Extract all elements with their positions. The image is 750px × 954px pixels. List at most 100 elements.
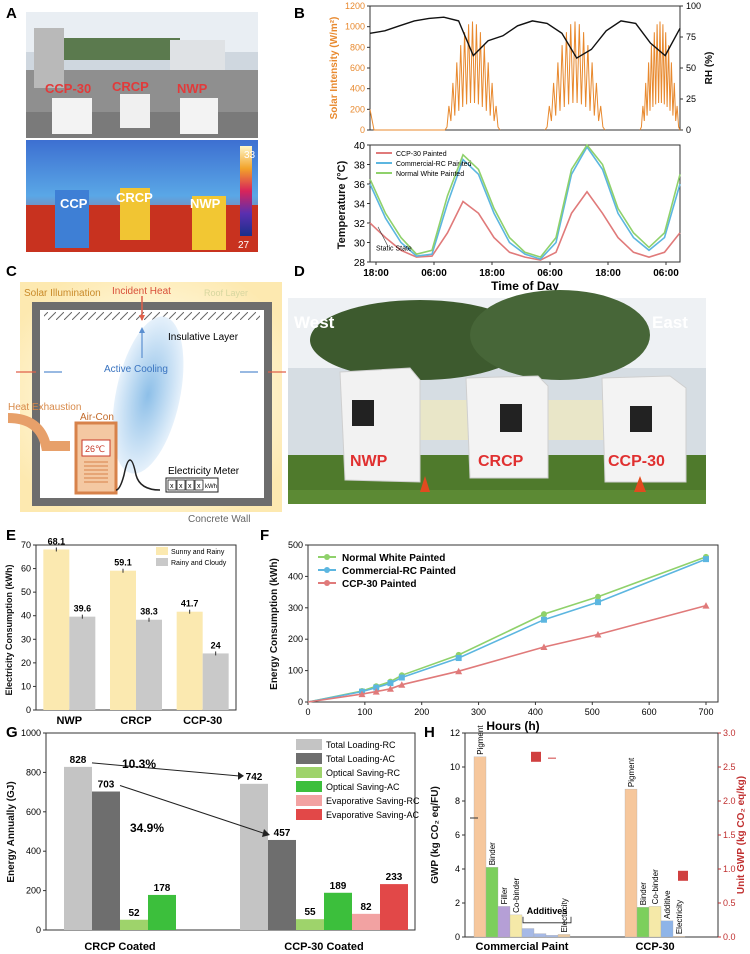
h-y2tick-label: 1.0	[723, 864, 736, 874]
b-top-ytick-label: 600	[350, 63, 365, 73]
h-bar-label: Co-binder	[651, 869, 660, 904]
panel-a-thermal: CCP CRCP NWP 33 27	[26, 140, 258, 252]
g-data-label: 828	[70, 755, 87, 766]
thermal-label-crcp: CRCP	[116, 190, 153, 205]
e-bar	[176, 611, 203, 710]
g-ytick-label: 600	[26, 807, 41, 817]
h-bar	[509, 914, 523, 938]
h-ytick-label: 4	[455, 864, 460, 874]
e-data-label: 24	[211, 640, 221, 650]
e-bar	[43, 549, 70, 710]
f-frame	[307, 544, 719, 703]
g-annotation-ac: 34.9%	[130, 821, 164, 835]
g-data-label: 52	[128, 908, 140, 919]
b-top-ytick-label: 800	[350, 42, 365, 52]
b-xlabel: Time of Day	[491, 279, 559, 293]
e-ytick-label: 0	[26, 705, 31, 715]
g-data-label: 82	[360, 902, 372, 913]
label-east: East	[652, 313, 688, 332]
meter-digit-4: x	[197, 483, 201, 490]
g-legend-swatch-2	[296, 767, 322, 778]
h-additives-label: Additives	[527, 906, 568, 916]
b-bottom-xtick-label: 18:00	[479, 268, 505, 279]
b-bottom-ytick-label: 34	[354, 200, 366, 211]
g-annotation-rc: 10.3%	[122, 757, 156, 771]
h-bar	[485, 867, 499, 938]
b-top-y2label: RH (%)	[704, 52, 715, 85]
b-bottom-xtick-label: 06:00	[653, 268, 679, 279]
g-legend-label-1: Total Loading-AC	[326, 754, 396, 764]
h-y2tick-label: 3.0	[723, 728, 736, 738]
f-xtick-label: 300	[471, 707, 486, 717]
b-bottom-ytick-label: 32	[354, 219, 366, 230]
g-legend-swatch-4	[296, 795, 322, 806]
e-ytick-label: 30	[21, 634, 31, 644]
label-west: West	[294, 313, 335, 332]
hut-label-crcp: CRCP	[478, 453, 524, 470]
g-bar	[352, 913, 380, 930]
meter-unit: kWh	[205, 484, 217, 490]
f-xtick-label: 600	[642, 707, 657, 717]
panel-letter-e: E	[6, 527, 16, 544]
label-insulative-layer: Insulative Layer	[168, 332, 239, 343]
panel-letter-f: F	[260, 527, 269, 544]
e-bar	[136, 619, 162, 710]
f-point	[703, 556, 709, 563]
label-heat-exhaustion: Heat Exhaustion	[8, 402, 81, 413]
h-bar	[521, 928, 535, 938]
e-ytick-label: 60	[21, 564, 31, 574]
h-y2tick-label: 0.5	[723, 898, 736, 908]
panel-c-diagram: x x x x kWh Solar Illumination Incident …	[7, 282, 286, 525]
f-xtick-label: 500	[585, 707, 600, 717]
g-ylabel: Energy Annually (GJ)	[6, 781, 17, 882]
g-legend-label-5: Evaporative Saving-AC	[326, 810, 420, 820]
b-top-ytick-label: 1000	[345, 22, 365, 32]
g-bar	[380, 884, 408, 930]
h-additives-bracket	[522, 916, 572, 924]
e-bar	[202, 653, 229, 710]
b-bottom-ylabel: Temperature (°C)	[336, 160, 348, 249]
e-legend-label-0: Sunny and Rainy	[171, 549, 225, 556]
h-ytick-label: 8	[455, 796, 460, 806]
f-xtick-label: 200	[414, 707, 429, 717]
b-solar-day2	[544, 21, 606, 131]
g-arrow-ac	[119, 785, 267, 835]
e-legend-swatch-0	[156, 547, 168, 555]
e-data-label: 68.1	[48, 536, 66, 546]
g-bar	[268, 839, 296, 930]
f-xtick-label: 700	[698, 707, 713, 717]
g-bar	[120, 919, 148, 930]
g-legend-label-2: Optical Saving-RC	[326, 768, 401, 778]
g-arrow-rc	[91, 762, 239, 777]
f-point	[594, 599, 601, 606]
b-top-frame	[369, 5, 681, 131]
h-y2label: Unit GWP (kg CO₂ eq/kg)	[736, 776, 747, 894]
h-ytick-label: 2	[455, 898, 460, 908]
panel-a-photo: CCP-30 CRCP NWP	[26, 12, 258, 138]
b-legend-label-2: Normal White Painted	[396, 171, 464, 178]
g-ytick-label: 0	[36, 925, 41, 935]
b-top-y2tick-label: 25	[686, 94, 696, 104]
f-ylabel: Energy Consumption (kWh)	[269, 558, 280, 690]
b-top-y2tick-label: 100	[686, 1, 701, 11]
f-legend-marker-0	[324, 554, 330, 560]
f-ytick-label: 100	[288, 666, 303, 676]
label-electricity-meter: Electricity Meter	[168, 466, 240, 477]
f-point	[455, 667, 463, 675]
h-bar-label: Additive	[663, 890, 672, 919]
f-series-line-2	[307, 604, 707, 703]
g-legend-swatch-3	[296, 781, 322, 792]
f-ytick-label: 0	[298, 697, 303, 707]
panel-letter-b: B	[294, 5, 305, 22]
h-bar-label: Pigment	[476, 725, 485, 755]
b-legend-label-1: Commercial-RC Painted	[396, 161, 472, 168]
meter-digit-3: x	[188, 483, 192, 490]
b-annotation-pointer	[377, 226, 389, 247]
g-ytick-label: 800	[26, 767, 41, 777]
f-point	[398, 674, 405, 681]
f-ytick-label: 200	[288, 634, 303, 644]
e-data-label: 41.7	[181, 599, 199, 609]
g-legend-swatch-0	[296, 739, 322, 750]
e-category-label: NWP	[56, 715, 82, 727]
